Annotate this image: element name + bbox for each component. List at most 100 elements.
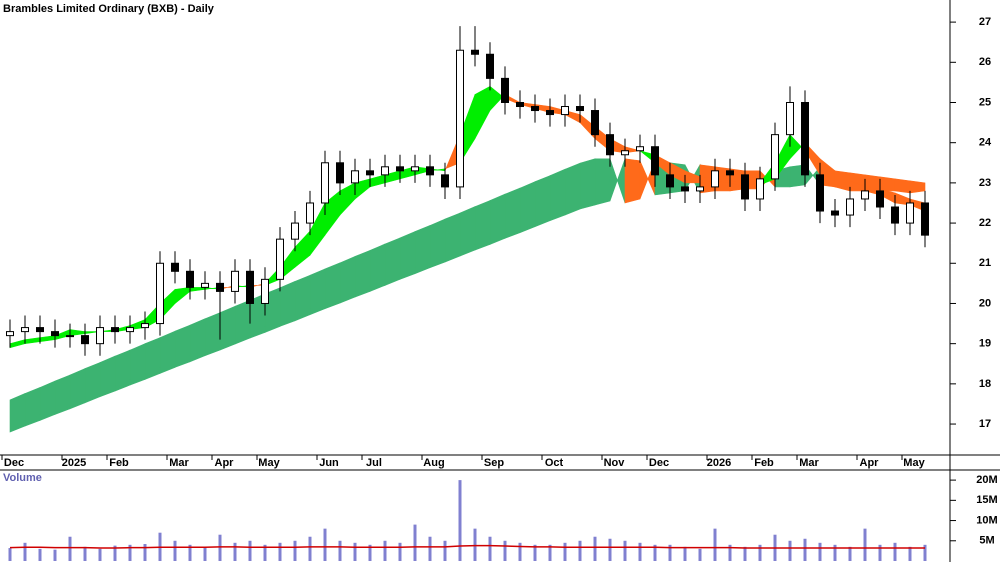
volume-bar — [308, 536, 312, 561]
band-segment — [39, 335, 56, 342]
volume-bar — [818, 542, 822, 561]
candle-body — [681, 186, 689, 192]
volume-bar — [608, 538, 612, 561]
band-segment — [444, 212, 461, 263]
candle-body — [546, 110, 554, 116]
y-tick-label: 21 — [979, 257, 991, 269]
volume-bar — [143, 544, 147, 561]
volume-bar — [578, 540, 582, 561]
y-tick-label: 5M — [979, 535, 994, 547]
volume-bar — [383, 540, 387, 561]
candle-body — [231, 270, 239, 292]
band-segment — [174, 324, 191, 368]
x-tick-label: May — [903, 457, 925, 469]
volume-bar — [443, 540, 447, 561]
volume-bar — [233, 542, 237, 561]
x-tick-label: May — [258, 457, 280, 469]
candle-body — [201, 282, 209, 288]
band-segment — [459, 206, 476, 257]
candle-body — [666, 174, 674, 188]
volume-bar — [338, 540, 342, 561]
volume-bar — [398, 542, 402, 561]
y-tick-label: 23 — [979, 177, 991, 189]
band-segment — [339, 255, 356, 304]
volume-bar — [848, 546, 852, 561]
candle-body — [636, 146, 644, 152]
volume-bar — [23, 542, 27, 561]
candle-body — [711, 170, 719, 188]
x-tick-label: Jun — [319, 457, 339, 469]
candle-body — [111, 327, 119, 333]
candle-body — [36, 327, 44, 333]
volume-bar — [488, 536, 492, 561]
volume-bar — [593, 536, 597, 561]
y-tick-label: 15M — [976, 494, 997, 506]
band-segment — [354, 249, 371, 298]
candle-body — [906, 202, 914, 224]
candle-body — [51, 331, 59, 337]
candle-body — [276, 238, 284, 280]
volume-bar — [683, 546, 687, 561]
candle-body — [801, 101, 809, 176]
band-segment — [39, 380, 56, 421]
y-tick-label: 19 — [979, 338, 991, 350]
band-segment — [519, 181, 536, 234]
candle-body — [921, 202, 929, 236]
volume-bar — [173, 540, 177, 561]
band-segment — [909, 180, 926, 194]
volume-bar — [293, 540, 297, 561]
candle-body — [366, 170, 374, 176]
y-tick-label: 25 — [979, 96, 991, 108]
candle-body — [831, 210, 839, 216]
band-segment — [429, 218, 446, 269]
volume-bar — [548, 544, 552, 561]
band-segment — [144, 337, 161, 380]
volume-bar — [878, 544, 882, 561]
band-segment — [9, 339, 26, 349]
candle-body — [471, 49, 479, 55]
band-segment — [69, 329, 86, 336]
candle-body — [486, 53, 494, 79]
volume-bar — [473, 528, 477, 561]
y-tick-label: 17 — [979, 418, 991, 430]
band-segment — [279, 280, 296, 327]
candle-body — [141, 323, 149, 329]
candle-body — [81, 335, 89, 345]
band-segment — [609, 158, 626, 204]
candle-body — [726, 170, 734, 176]
candle-body — [816, 174, 824, 212]
x-tick-label: Feb — [109, 457, 129, 469]
volume-bar — [53, 549, 57, 561]
candle-body — [876, 190, 884, 208]
candle-body — [291, 222, 299, 240]
candle-body — [426, 166, 434, 176]
candle-body — [786, 101, 794, 136]
volume-bar — [863, 528, 867, 561]
candle-body — [651, 146, 659, 176]
band-segment — [549, 168, 566, 222]
x-tick-label: Apr — [860, 457, 880, 469]
candle-body — [576, 106, 584, 112]
volume-bar — [668, 544, 672, 561]
band-segment — [504, 187, 521, 239]
candle-body — [156, 262, 164, 325]
volume-bar — [113, 545, 117, 561]
plot: 17 18 19 20 21 22 23 24 25 26 27 Dec 2025 Feb Mar Apr Ma… — [1, 16, 998, 561]
x-tick-label: 2026 — [707, 457, 731, 469]
volume-bar — [98, 548, 102, 561]
band-segment — [414, 225, 431, 275]
candle-body — [591, 110, 599, 136]
volume-bar — [713, 528, 717, 561]
band-segment — [189, 318, 206, 363]
candle-body — [501, 77, 509, 103]
volume-bar — [83, 546, 87, 561]
band-segment — [339, 182, 356, 216]
x-tick-label: Sep — [484, 457, 504, 469]
band-segment — [579, 158, 596, 210]
band-segment — [24, 337, 41, 345]
band-segment — [399, 231, 416, 280]
chart-title: Brambles Limited Ordinary (BXB) - Daily — [3, 3, 215, 15]
candle-body — [96, 327, 104, 345]
volume-bar — [743, 546, 747, 561]
x-tick-label: Nov — [604, 457, 626, 469]
